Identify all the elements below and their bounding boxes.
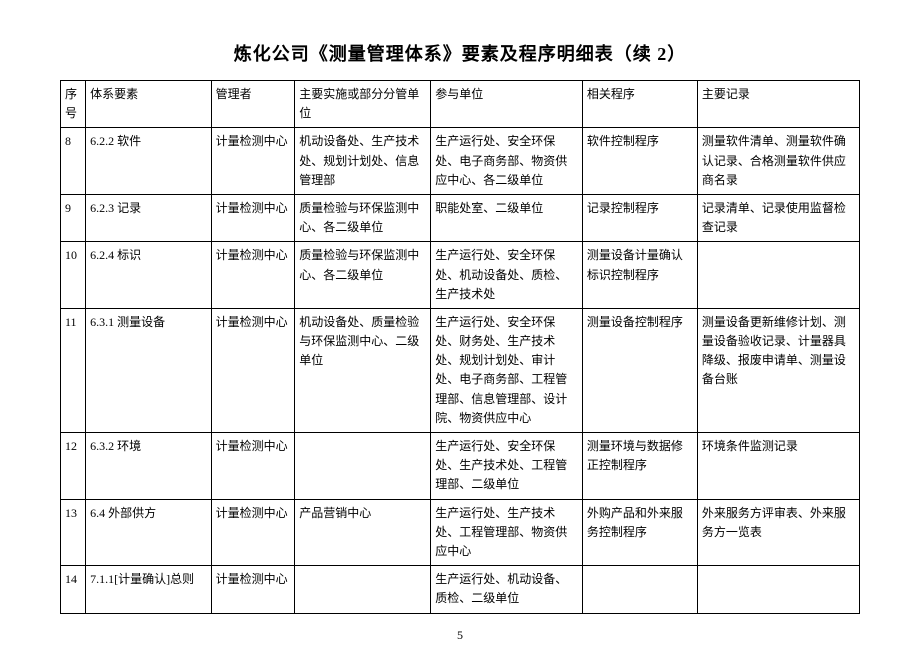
- cell-rec: 外来服务方评审表、外来服务方一览表: [697, 499, 859, 566]
- col-header-impl: 主要实施或部分分管单位: [295, 81, 431, 128]
- cell-part: 生产运行处、安全环保处、财务处、生产技术处、规划计划处、审计处、电子商务部、工程…: [431, 308, 583, 432]
- cell-impl: [295, 566, 431, 613]
- cell-part: 生产运行处、安全环保处、生产技术处、工程管理部、二级单位: [431, 433, 583, 500]
- cell-impl: [295, 433, 431, 500]
- col-header-part: 参与单位: [431, 81, 583, 128]
- cell-mgr: 计量检测中心: [211, 499, 295, 566]
- cell-idx: 8: [61, 128, 86, 195]
- cell-part: 职能处室、二级单位: [431, 194, 583, 241]
- cell-elem: 6.2.2 软件: [86, 128, 211, 195]
- cell-elem: 6.2.3 记录: [86, 194, 211, 241]
- cell-proc: 记录控制程序: [582, 194, 697, 241]
- cell-proc: 外购产品和外来服务控制程序: [582, 499, 697, 566]
- cell-proc: [582, 566, 697, 613]
- cell-proc: 软件控制程序: [582, 128, 697, 195]
- cell-mgr: 计量检测中心: [211, 566, 295, 613]
- table-row: 86.2.2 软件计量检测中心机动设备处、生产技术处、规划计划处、信息管理部生产…: [61, 128, 860, 195]
- cell-proc: 测量环境与数据修正控制程序: [582, 433, 697, 500]
- cell-idx: 10: [61, 242, 86, 309]
- col-header-mgr: 管理者: [211, 81, 295, 128]
- cell-part: 生产运行处、生产技术处、工程管理部、物资供应中心: [431, 499, 583, 566]
- col-header-elem: 体系要素: [86, 81, 211, 128]
- table-row: 147.1.1[计量确认]总则计量检测中心 生产运行处、机动设备、质检、二级单位: [61, 566, 860, 613]
- cell-elem: 6.4 外部供方: [86, 499, 211, 566]
- table-row: 126.3.2 环境计量检测中心 生产运行处、安全环保处、生产技术处、工程管理部、…: [61, 433, 860, 500]
- cell-idx: 13: [61, 499, 86, 566]
- cell-rec: 记录清单、记录使用监督检查记录: [697, 194, 859, 241]
- cell-mgr: 计量检测中心: [211, 433, 295, 500]
- cell-impl: 质量检验与环保监测中心、各二级单位: [295, 242, 431, 309]
- cell-impl: 质量检验与环保监测中心、各二级单位: [295, 194, 431, 241]
- col-header-proc: 相关程序: [582, 81, 697, 128]
- cell-mgr: 计量检测中心: [211, 242, 295, 309]
- cell-part: 生产运行处、机动设备、质检、二级单位: [431, 566, 583, 613]
- table-header-row: 序号 体系要素 管理者 主要实施或部分分管单位 参与单位 相关程序 主要记录: [61, 81, 860, 128]
- spec-table: 序号 体系要素 管理者 主要实施或部分分管单位 参与单位 相关程序 主要记录 8…: [60, 80, 860, 614]
- cell-part: 生产运行处、安全环保处、机动设备处、质检、生产技术处: [431, 242, 583, 309]
- cell-elem: 6.3.1 测量设备: [86, 308, 211, 432]
- table-row: 96.2.3 记录计量检测中心质量检验与环保监测中心、各二级单位职能处室、二级单…: [61, 194, 860, 241]
- page-title: 炼化公司《测量管理体系》要素及程序明细表（续 2）: [60, 40, 860, 66]
- cell-rec: 测量软件清单、测量软件确认记录、合格测量软件供应商名录: [697, 128, 859, 195]
- cell-elem: 7.1.1[计量确认]总则: [86, 566, 211, 613]
- cell-impl: 产品营销中心: [295, 499, 431, 566]
- cell-elem: 6.3.2 环境: [86, 433, 211, 500]
- table-row: 116.3.1 测量设备计量检测中心机动设备处、质量检验与环保监测中心、二级单位…: [61, 308, 860, 432]
- table-row: 106.2.4 标识计量检测中心质量检验与环保监测中心、各二级单位生产运行处、安…: [61, 242, 860, 309]
- cell-proc: 测量设备控制程序: [582, 308, 697, 432]
- table-body: 86.2.2 软件计量检测中心机动设备处、生产技术处、规划计划处、信息管理部生产…: [61, 128, 860, 613]
- cell-rec: 测量设备更新维修计划、测量设备验收记录、计量器具降级、报废申请单、测量设备台账: [697, 308, 859, 432]
- table-row: 136.4 外部供方计量检测中心产品营销中心生产运行处、生产技术处、工程管理部、…: [61, 499, 860, 566]
- col-header-idx: 序号: [61, 81, 86, 128]
- cell-mgr: 计量检测中心: [211, 194, 295, 241]
- cell-rec: [697, 566, 859, 613]
- page-number: 5: [457, 628, 463, 643]
- cell-idx: 11: [61, 308, 86, 432]
- cell-impl: 机动设备处、生产技术处、规划计划处、信息管理部: [295, 128, 431, 195]
- cell-part: 生产运行处、安全环保处、电子商务部、物资供应中心、各二级单位: [431, 128, 583, 195]
- cell-rec: 环境条件监测记录: [697, 433, 859, 500]
- cell-idx: 9: [61, 194, 86, 241]
- cell-impl: 机动设备处、质量检验与环保监测中心、二级单位: [295, 308, 431, 432]
- cell-idx: 12: [61, 433, 86, 500]
- cell-mgr: 计量检测中心: [211, 128, 295, 195]
- cell-proc: 测量设备计量确认标识控制程序: [582, 242, 697, 309]
- cell-idx: 14: [61, 566, 86, 613]
- cell-mgr: 计量检测中心: [211, 308, 295, 432]
- cell-rec: [697, 242, 859, 309]
- col-header-rec: 主要记录: [697, 81, 859, 128]
- cell-elem: 6.2.4 标识: [86, 242, 211, 309]
